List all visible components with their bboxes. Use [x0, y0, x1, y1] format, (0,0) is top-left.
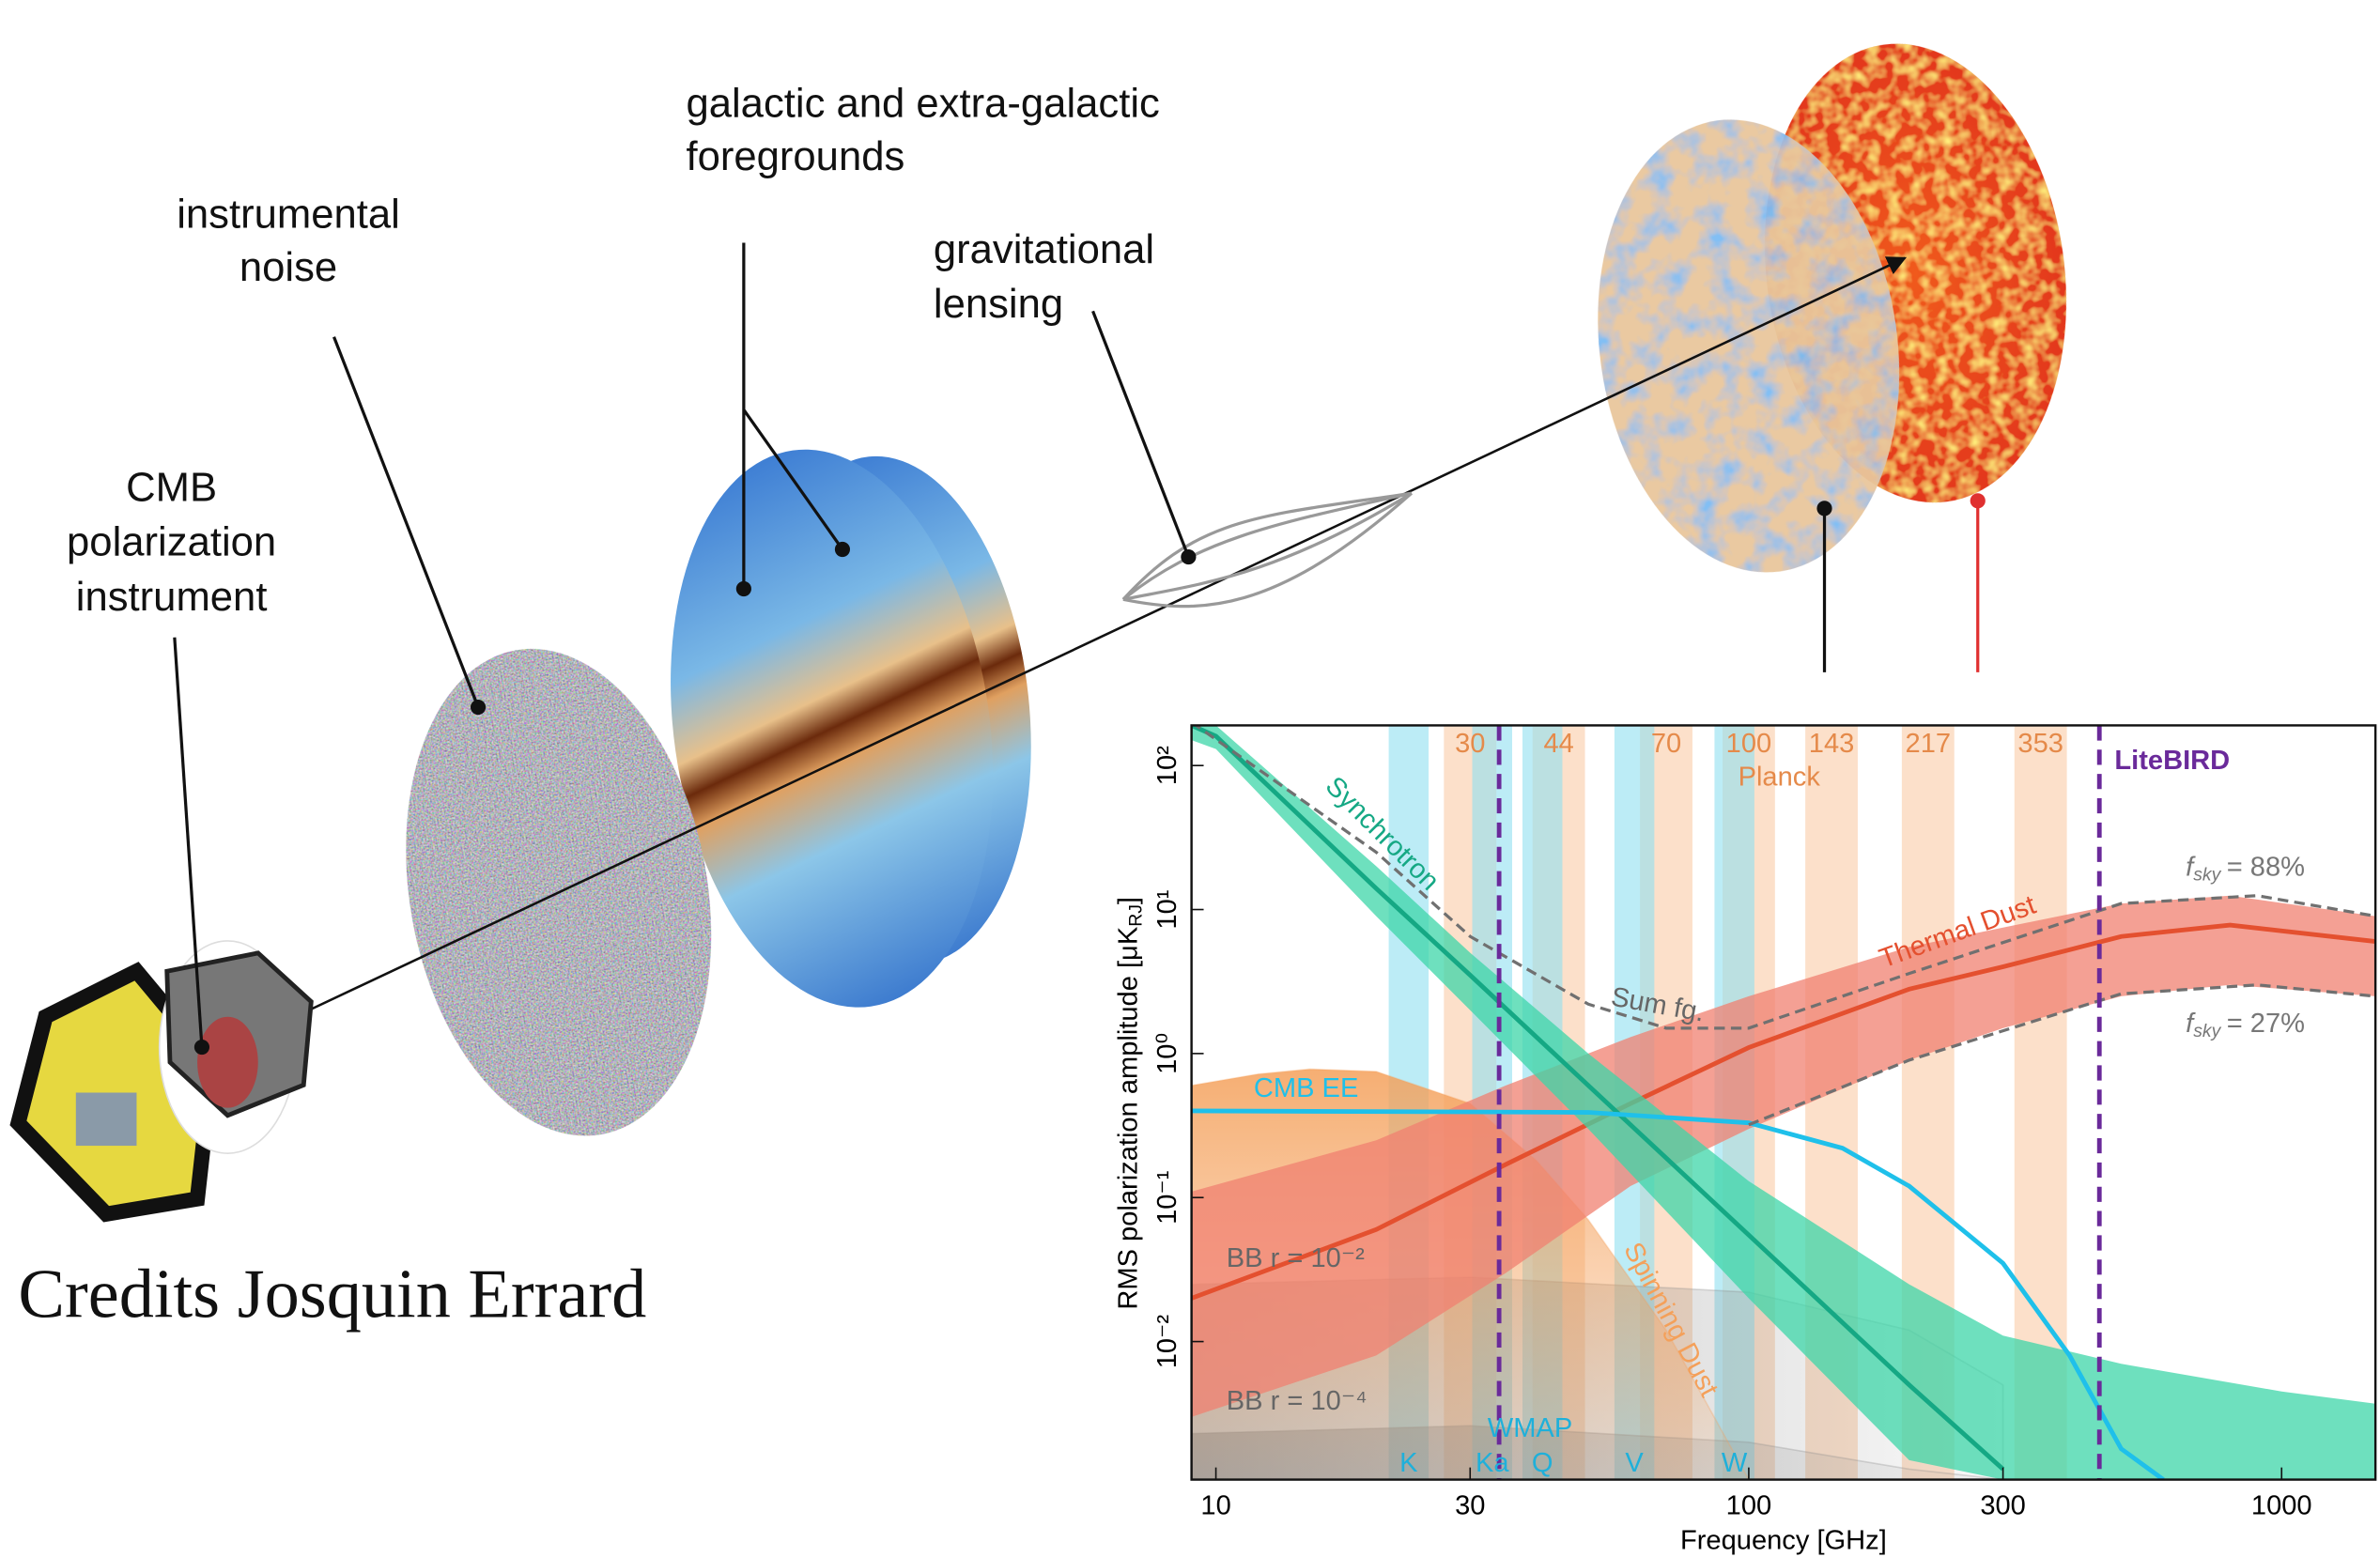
planck-label: 143 [1809, 729, 1855, 759]
wmap-label: K [1399, 1448, 1418, 1478]
y-axis-label: RMS polarization amplitude [μKRJ] [1113, 897, 1147, 1310]
planck-label: 353 [2017, 729, 2063, 759]
label: galactic and extra-galactic [686, 82, 1159, 127]
pointer-dot [1970, 493, 1986, 508]
series-label: BB r = 10⁻² [1227, 1243, 1365, 1273]
y-tick-label: 10⁻¹ [1152, 1170, 1182, 1225]
y-tick-label: 10⁰ [1152, 1033, 1182, 1074]
x-tick-label: 10 [1200, 1490, 1230, 1520]
planck-label: 44 [1543, 729, 1573, 759]
litebird-name: LiteBIRD [2114, 746, 2230, 776]
label: noise [240, 245, 337, 290]
label: instrumental [177, 193, 400, 238]
fsky-text: = 27% [2227, 1008, 2305, 1038]
credits: Credits Josquin Errard [18, 1256, 646, 1333]
planck-name: Planck [1739, 763, 1821, 793]
label: gravitational [934, 227, 1154, 272]
y-tick-label: 10² [1152, 746, 1182, 785]
fsky-sub: sky [2193, 1021, 2221, 1041]
label: instrument [76, 575, 268, 620]
planck-label: 30 [1455, 729, 1485, 759]
y-tick-label: 10⁻² [1152, 1315, 1182, 1369]
figure: galactic and extra-galactic foregrounds in… [0, 0, 2380, 1557]
x-tick-label: 300 [1980, 1490, 2026, 1520]
planck-label: 100 [1726, 729, 1772, 759]
y-axis-label-end: ] [1113, 897, 1143, 904]
fsky-text: = 88% [2227, 852, 2305, 882]
wmap-name: WMAP [1488, 1413, 1572, 1443]
planck-label: 70 [1651, 729, 1681, 759]
label: CMB [126, 465, 217, 510]
x-tick-label: 100 [1726, 1490, 1772, 1520]
wmap-label: Q [1532, 1448, 1553, 1478]
satellite [18, 941, 311, 1214]
wmap-label: Ka [1476, 1448, 1509, 1478]
label: foregrounds [686, 134, 904, 179]
wmap-label: V [1625, 1448, 1644, 1478]
x-tick-label: 1000 [2251, 1490, 2312, 1520]
fsky-sub: sky [2193, 865, 2221, 886]
planck-label: 217 [1906, 729, 1952, 759]
y-tick-label: 10¹ [1152, 889, 1182, 929]
wmap-label: W [1722, 1448, 1748, 1478]
y-axis-label-text: RMS polarization amplitude [μK [1113, 926, 1143, 1309]
label: lensing [934, 282, 1063, 327]
x-tick-label: 30 [1455, 1490, 1485, 1520]
series-label: CMB EE [1254, 1073, 1359, 1103]
y-axis-label-sub: RJ [1126, 904, 1147, 927]
label: polarization [67, 520, 276, 565]
x-axis-label: Frequency [GHz] [1680, 1526, 1887, 1556]
series-label: BB r = 10⁻⁴ [1227, 1386, 1368, 1416]
chart: 10 30 100 300 1000 10⁻² 10⁻¹ 10⁰ 10¹ 10² Frequency… [1113, 714, 2375, 1556]
